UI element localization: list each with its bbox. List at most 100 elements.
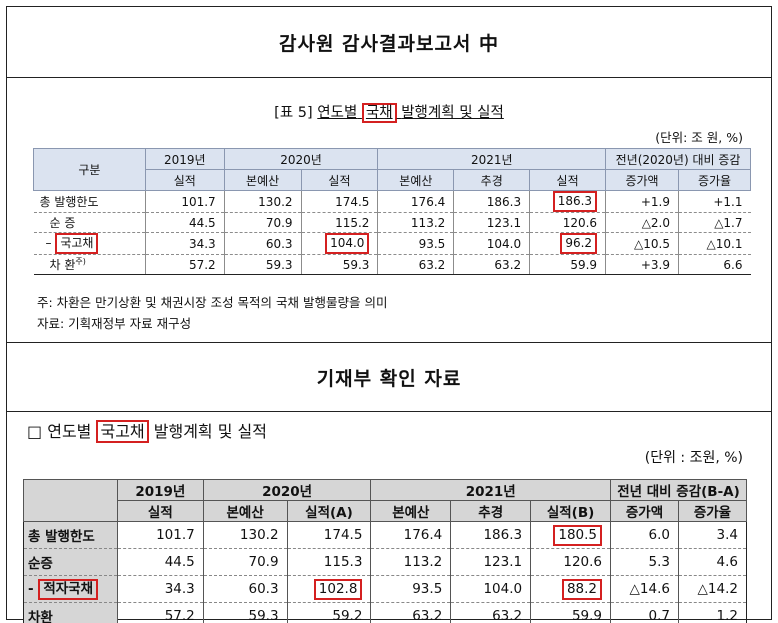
row-label: 총 발행한도 — [23, 521, 118, 549]
table5-header-group: 구분 — [33, 148, 146, 191]
table5-unit: (단위: 조 원, %) — [655, 130, 743, 145]
table5-sub-actual: 실적 — [144, 169, 225, 191]
table5-sub-inc: 증가액 — [605, 169, 679, 191]
cell: +3.9 — [605, 254, 679, 275]
cell: 101.7 — [144, 190, 225, 213]
table5-header-2020: 2020년 — [223, 148, 379, 170]
moef-sub-budget: 본예산 — [370, 500, 452, 522]
moef-unit: (단위 : 조원, %) — [644, 450, 743, 466]
table5-sub-actual: 실적 — [529, 169, 607, 191]
cell: 59.9 — [530, 602, 611, 623]
cell: +1.9 — [605, 190, 679, 213]
cell: 6.0 — [610, 521, 679, 549]
cell: 63.2 — [370, 602, 451, 623]
moef-caption-a: 연도별 — [47, 422, 92, 441]
row-label: 차 환주) — [33, 254, 146, 275]
row-label-text: 차 환 — [49, 258, 76, 272]
table5-caption-prefix: [표 5] — [274, 105, 313, 121]
cell: 4.6 — [677, 548, 748, 576]
row-label: – 국고채 — [33, 232, 146, 255]
cell: 5.3 — [610, 548, 679, 576]
row-label: - 적자국채 — [23, 575, 118, 603]
moef-table: 2019년 2020년 2021년 전년 대비 증감(B-A) 실적 본예산 실… — [23, 479, 748, 623]
highlight-box: 180.5 — [553, 524, 603, 546]
highlight-box: 국고채 — [96, 420, 149, 443]
cell: 174.5 — [286, 521, 371, 549]
cell: 186.3 — [453, 190, 530, 213]
moef-sub-actual-a: 실적(A) — [286, 500, 372, 522]
row-label: 차환 — [23, 602, 118, 623]
cell: 57.2 — [116, 602, 204, 623]
highlight-box: 국채 — [361, 103, 397, 123]
table5-header-2019: 2019년 — [144, 148, 225, 170]
cell: 34.3 — [144, 232, 225, 255]
table-row: 총 발행한도 101.7 130.2 174.5 176.4 186.3 180… — [23, 521, 748, 549]
checkbox-square-icon: □ — [27, 422, 43, 441]
cell: 93.5 — [377, 232, 454, 255]
table-row: 순 증 44.5 70.9 115.2 113.2 123.1 120.6 △2… — [33, 212, 751, 233]
moef-header-diff: 전년 대비 증감(B-A) — [610, 479, 747, 501]
moef-header-2020: 2020년 — [202, 479, 372, 501]
table5-sub-actual: 실적 — [300, 169, 379, 191]
table5-sub-supp: 추경 — [453, 169, 531, 191]
table5: 구분 2019년 2020년 2021년 전년(2020년) 대비 증감 실적 … — [33, 148, 751, 275]
cell: 174.5 — [300, 190, 378, 213]
table5-header-2021: 2021년 — [377, 148, 607, 170]
cell: 34.3 — [116, 575, 204, 603]
highlight-box: 186.3 — [552, 191, 598, 212]
table5-caption-text: 연도별 국채 발행계획 및 실적 — [317, 103, 504, 123]
moef-caption-b: 발행계획 및 실적 — [153, 422, 267, 441]
cell: +1.1 — [678, 190, 751, 213]
cell: 60.3 — [202, 575, 288, 603]
cell: 120.6 — [530, 548, 611, 576]
cell-highlighted: 88.2 — [530, 575, 611, 603]
section-title-moef: 기재부 확인 자료 — [7, 342, 771, 412]
moef-caption: □ 연도별 국고채 발행계획 및 실적 — [27, 418, 267, 443]
cell-highlighted: 186.3 — [529, 190, 606, 213]
cell: 130.2 — [202, 521, 288, 549]
table5-sub-budget: 본예산 — [223, 169, 302, 191]
highlight-box: 102.8 — [313, 578, 363, 600]
footnote-marker: 주) — [75, 257, 86, 266]
cell: 6.6 — [678, 254, 751, 275]
cell-highlighted: 102.8 — [286, 575, 371, 603]
moef-sub-inc: 증가액 — [610, 500, 679, 522]
table-row: - 적자국채 34.3 60.3 102.8 93.5 104.0 88.2 △… — [23, 575, 748, 603]
table5-caption-a: 연도별 — [317, 105, 358, 121]
highlight-box: 국고채 — [55, 233, 99, 254]
cell-highlighted: 180.5 — [530, 521, 611, 549]
cell: 115.3 — [286, 548, 371, 576]
moef-sub-supp: 추경 — [450, 500, 532, 522]
cell: 113.2 — [377, 212, 454, 233]
document-frame: 감사원 감사결과보고서 中 [표 5] 연도별 국채 발행계획 및 실적 (단위… — [6, 6, 772, 623]
row-label: 순증 — [23, 548, 118, 576]
cell: 59.9 — [529, 254, 606, 275]
cell: 3.4 — [677, 521, 748, 549]
moef-header-2019: 2019년 — [116, 479, 204, 501]
cell: 44.5 — [144, 212, 225, 233]
highlight-box: 96.2 — [560, 233, 598, 254]
cell: 186.3 — [450, 521, 531, 549]
cell: 104.0 — [450, 575, 531, 603]
cell: 176.4 — [370, 521, 451, 549]
cell: △2.0 — [605, 212, 679, 233]
highlight-box: 적자국채 — [38, 578, 98, 600]
moef-header-2021: 2021년 — [370, 479, 612, 501]
table5-header-diff: 전년(2020년) 대비 증감 — [605, 148, 751, 170]
cell: 59.3 — [202, 602, 288, 623]
table-row: – 국고채 34.3 60.3 104.0 93.5 104.0 96.2 △1… — [33, 232, 751, 255]
cell: 59.2 — [286, 602, 371, 623]
table-row: 총 발행한도 101.7 130.2 174.5 176.4 186.3 186… — [33, 190, 751, 213]
moef-sub-budget: 본예산 — [202, 500, 288, 522]
table5-caption: [표 5] 연도별 국채 발행계획 및 실적 — [7, 101, 771, 123]
cell: 104.0 — [453, 232, 530, 255]
cell: 59.3 — [300, 254, 378, 275]
table-row: 차 환주) 57.2 59.3 59.3 63.2 63.2 59.9 +3.9… — [33, 254, 751, 275]
moef-sub-rate: 증가율 — [677, 500, 748, 522]
cell: 176.4 — [377, 190, 454, 213]
row-label-prefix: - — [28, 580, 34, 597]
cell: 113.2 — [370, 548, 451, 576]
cell: 93.5 — [370, 575, 451, 603]
cell: 101.7 — [116, 521, 204, 549]
table5-source: 자료: 기획재정부 자료 재구성 — [37, 316, 192, 331]
